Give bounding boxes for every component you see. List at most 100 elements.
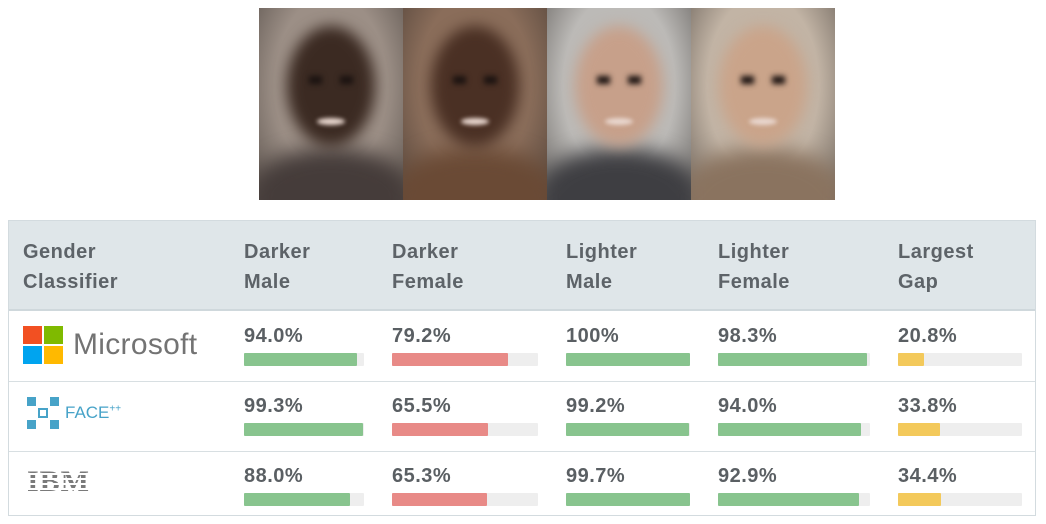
face-mouth [317,118,345,125]
accuracy-bar-fill [566,493,690,506]
face-head [719,26,807,146]
header-text: Male [566,271,613,293]
accuracy-bar-fill [566,423,689,436]
face-shoulders [547,148,691,200]
accuracy-bar-fill [718,353,868,366]
accuracy-bar-track [718,353,870,366]
average-faces-strip [259,8,835,200]
header-text: Gender [23,241,97,263]
accuracy-value: 100% [566,325,620,347]
accuracy-value: 79.2% [392,325,452,347]
accuracy-value: 99.7% [566,465,626,487]
accuracy-value: 33.8% [898,395,958,417]
accuracy-value: 34.4% [898,465,958,487]
face-head [575,26,663,146]
accuracy-bar-fill [244,423,364,436]
header-text: Gap [898,271,939,293]
accuracy-bar-fill [244,493,350,506]
accuracy-cell: 99.3% [244,395,364,436]
facepp-wordmark: FACE++ [65,403,122,422]
header-text: Largest [898,241,974,263]
table-row: FACE++ 99.3% 65.5% 99.2% 94.0% 33.8% [9,381,1035,452]
accuracy-bar-track [244,423,364,436]
header-lighter-female: Lighter Female [718,237,858,297]
accuracy-bar-track [566,493,690,506]
accuracy-bar-track [898,493,1022,506]
accuracy-bar-fill [718,493,860,506]
face-mouth [749,118,777,125]
header-text: Lighter [718,241,790,263]
ibm-logo: IBM [27,465,90,498]
accuracy-cell: 94.0% [718,395,870,436]
header-darker-male: Darker Male [244,237,384,297]
header-text: Darker [392,241,459,263]
accuracy-bar-fill [898,493,941,506]
accuracy-bar-fill [566,353,690,366]
accuracy-bar-fill [392,353,508,366]
accuracy-cell: 65.3% [392,465,538,506]
accuracy-bar-track [718,493,870,506]
accuracy-bar-track [566,353,690,366]
accuracy-cell: 65.5% [392,395,538,436]
accuracy-bar-fill [392,423,488,436]
header-gender-classifier: Gender Classifier [23,237,163,297]
accuracy-cell: 99.2% [566,395,690,436]
accuracy-value: 92.9% [718,465,778,487]
accuracy-value: 65.3% [392,465,452,487]
accuracy-bar-track [898,353,1022,366]
accuracy-cell: 92.9% [718,465,870,506]
accuracy-bar-track [244,353,364,366]
face-eyes [741,76,785,84]
darker-male-face [259,8,403,200]
face-shoulders [691,148,835,200]
results-table: Gender Classifier Darker Male Darker Fem… [8,220,1036,516]
table-row: Microsoft 94.0% 79.2% 100% 98.3% 20.8% [9,311,1035,382]
accuracy-bar-track [566,423,690,436]
lighter-female-face [691,8,835,200]
header-text: Female [392,271,464,293]
accuracy-cell: 94.0% [244,325,364,366]
face-mouth [461,118,489,125]
accuracy-bar-fill [244,353,357,366]
accuracy-bar-fill [898,353,924,366]
header-text: Classifier [23,271,119,293]
face-eyes [309,76,353,84]
header-lighter-male: Lighter Male [566,237,706,297]
face-head [287,26,375,146]
accuracy-bar-track [898,423,1022,436]
accuracy-value: 99.2% [566,395,626,417]
accuracy-bar-track [392,353,538,366]
accuracy-cell: 33.8% [898,395,1022,436]
header-text: Darker [244,241,311,263]
microsoft-squares-icon [23,326,63,364]
lighter-male-face [547,8,691,200]
accuracy-value: 94.0% [718,395,778,417]
accuracy-cell: 20.8% [898,325,1022,366]
header-text: Female [718,271,790,293]
accuracy-value: 20.8% [898,325,958,347]
face-eyes [597,76,641,84]
accuracy-cell: 34.4% [898,465,1022,506]
face-eyes [453,76,497,84]
facepp-icon [27,397,59,429]
accuracy-cell: 99.7% [566,465,690,506]
accuracy-bar-track [392,493,538,506]
accuracy-bar-track [392,423,538,436]
face-head [431,26,519,146]
accuracy-value: 98.3% [718,325,778,347]
table-header: Gender Classifier Darker Male Darker Fem… [9,221,1035,311]
accuracy-bar-fill [392,493,488,506]
darker-female-face [403,8,547,200]
header-text: Lighter [566,241,638,263]
accuracy-cell: 88.0% [244,465,364,506]
facepp-logo: FACE++ [27,397,121,429]
accuracy-cell: 79.2% [392,325,538,366]
header-darker-female: Darker Female [392,237,532,297]
header-largest-gap: Largest Gap [898,237,1038,297]
microsoft-wordmark: Microsoft [73,328,198,361]
accuracy-cell: 98.3% [718,325,870,366]
face-shoulders [259,148,403,200]
accuracy-value: 65.5% [392,395,452,417]
accuracy-value: 99.3% [244,395,304,417]
accuracy-bar-fill [718,423,861,436]
